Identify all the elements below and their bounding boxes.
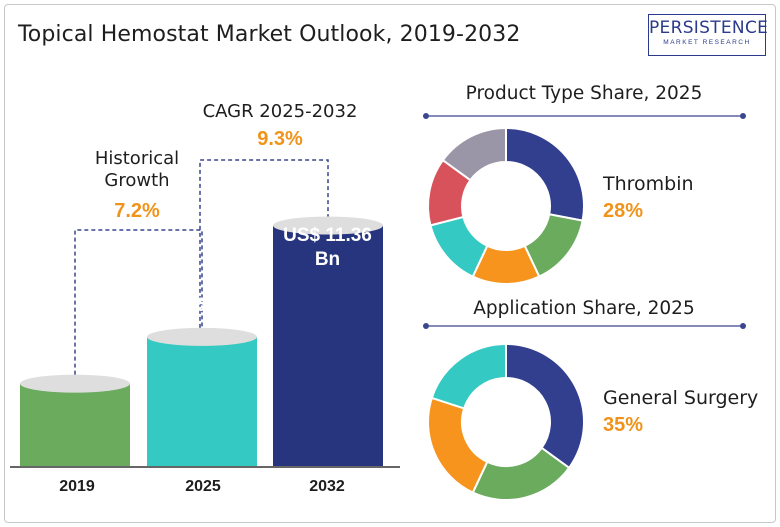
bar-2032 <box>273 225 383 466</box>
chart-title: Topical Hemostat Market Outlook, 2019-20… <box>18 22 521 47</box>
product-divider-dot-left <box>423 113 429 119</box>
annotation-cagr-label: CAGR 2025-2032 <box>202 101 358 122</box>
product-donut-slice-5 <box>441 126 507 182</box>
connector-historical <box>74 229 203 375</box>
annotation-cagr-value: 9.3% <box>257 128 303 150</box>
application-highlight-label: General Surgery <box>603 387 759 409</box>
bar-2019 <box>20 383 130 466</box>
application-share-title: Application Share, 2025 <box>473 298 695 319</box>
bar-value-label-2025: US$ 6.1 Bn <box>153 295 253 316</box>
annotation-historical-label: Historical Growth <box>94 148 180 191</box>
bar-value-label-2019: US$ 3.89 Bn <box>22 351 132 372</box>
bar-top-2025 <box>147 327 257 346</box>
bar-value-label-2032: US$ 11.36 Bn <box>283 225 372 270</box>
application-donut-slice-2 <box>427 396 489 494</box>
bar-top-2032 <box>273 216 383 235</box>
product-highlight-value: 28% <box>603 200 644 222</box>
product-donut-slice-0 <box>505 126 585 222</box>
bar-top-2019 <box>20 374 130 393</box>
application-highlight-value: 35% <box>603 414 644 436</box>
chart-frame <box>4 4 776 523</box>
x-tick-2019: 2019 <box>59 478 95 495</box>
application-divider-dot-left <box>423 323 429 329</box>
x-tick-2032: 2032 <box>309 478 345 495</box>
logo-text: PERSISTENCE <box>649 18 769 38</box>
x-tick-2025: 2025 <box>185 478 221 495</box>
brand-logo: PERSISTENCE MARKET RESEARCH <box>648 14 769 56</box>
product-divider-dot-right <box>740 113 746 119</box>
application-donut-slice-3 <box>430 342 507 410</box>
logo-subtext: MARKET RESEARCH <box>663 39 751 46</box>
product-share-title: Product Type Share, 2025 <box>465 83 703 104</box>
connector-cagr <box>199 159 329 328</box>
application-donut-slice-0 <box>505 342 585 470</box>
application-divider-dot-right <box>740 323 746 329</box>
product-highlight-label: Thrombin <box>603 173 694 195</box>
annotation-historical-value: 7.2% <box>114 200 160 222</box>
bar-2025 <box>147 336 257 466</box>
